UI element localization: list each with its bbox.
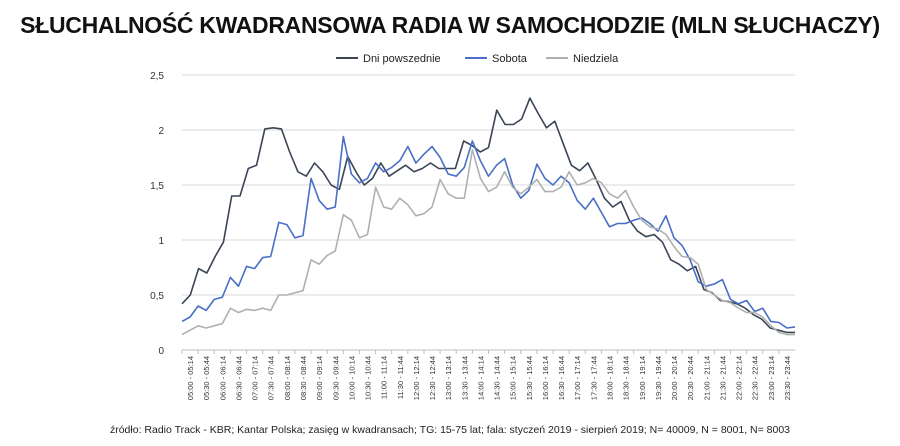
x-tick-label: 14:30 - 14:44: [493, 356, 502, 400]
x-tick-label: 10:00 - 10:14: [347, 356, 356, 400]
x-tick-label: 08:00 - 08:14: [283, 356, 292, 400]
series-lines: [181, 97, 796, 336]
y-tick-label: 1,5: [150, 181, 164, 192]
y-tick-labels: 0 0,5 1 1,5 2 2,5: [150, 71, 164, 357]
x-tick-label: 17:00 - 17:14: [573, 356, 582, 400]
x-tick-label: 15:30 - 15:44: [525, 356, 534, 400]
y-tick-label: 0,5: [150, 291, 164, 302]
source-note: źródło: Radio Track - KBR; Kantar Polska…: [109, 424, 791, 436]
x-tick-label: 09:00 - 09:14: [315, 356, 324, 400]
y-tick-label: 1: [158, 236, 164, 247]
x-tick-label: 18:30 - 18:44: [622, 356, 631, 400]
x-tick-label: 23:00 - 23:14: [767, 356, 776, 400]
legend-label: Niedziela: [573, 53, 619, 65]
x-tick-label: 19:30 - 19:44: [654, 356, 663, 400]
series-line-sobota: [181, 135, 796, 329]
x-tick-label: 08:30 - 08:44: [299, 356, 308, 400]
x-tick-label: 14:00 - 14:14: [476, 356, 485, 400]
x-tick-labels: 05:00 - 05:14 05:30 - 05:44 06:00 - 06:14 0…: [186, 356, 792, 400]
x-tick-label: 20:30 - 20:44: [686, 356, 695, 400]
line-chart: Dni powszednie Sobota Niedziela 00,511,522…: [150, 53, 796, 400]
x-tick-label: 06:00 - 06:14: [218, 356, 227, 400]
series-line-niedziela: [181, 149, 795, 336]
x-tick-label: 05:30 - 05:44: [202, 356, 211, 400]
x-tick-label: 09:30 - 09:44: [331, 356, 340, 400]
y-tick-label: 2,5: [150, 71, 164, 82]
y-tick-label: 0: [158, 346, 164, 357]
legend: Dni powszednie Sobota Niedziela: [336, 53, 619, 65]
x-tick-label: 17:30 - 17:44: [589, 356, 598, 400]
x-tick-label: 12:00 - 12:14: [412, 356, 421, 400]
x-tick-label: 20:00 - 20:14: [670, 356, 679, 400]
x-tick-label: 22:00 - 22:14: [735, 356, 744, 400]
x-tick-label: 06:30 - 06:44: [234, 356, 243, 400]
x-tick-label: 22:30 - 22:44: [751, 356, 760, 400]
series-line-dni-powszednie: [181, 97, 795, 334]
x-tick-label: 07:30 - 07:44: [267, 356, 276, 400]
x-tick-label: 12:30 - 12:44: [428, 356, 437, 400]
axes: [181, 349, 795, 354]
y-tick-label: 2: [158, 126, 164, 137]
x-tick-label: 23:30 - 23:44: [783, 356, 792, 400]
x-tick-label: 15:00 - 15:14: [509, 356, 518, 400]
x-tick-label: 05:00 - 05:14: [186, 356, 195, 400]
x-tick-label: 16:30 - 16:44: [557, 356, 566, 400]
x-tick-label: 19:00 - 19:14: [638, 356, 647, 400]
x-tick-label: 21:00 - 21:14: [702, 356, 711, 400]
x-tick-label: 21:30 - 21:44: [718, 356, 727, 400]
chart-title: SŁUCHALNOŚĆ KWADRANSOWA RADIA W SAMOCHOD…: [20, 12, 880, 38]
x-tick-label: 11:30 - 11:44: [396, 356, 405, 399]
x-tick-label: 13:30 - 13:44: [460, 356, 469, 400]
x-tick-label: 11:00 - 11:14: [380, 356, 389, 399]
legend-label: Sobota: [492, 53, 528, 65]
legend-label: Dni powszednie: [363, 53, 441, 65]
x-tick-label: 13:00 - 13:14: [444, 356, 453, 400]
x-tick-label: 07:00 - 07:14: [251, 356, 260, 400]
grid-lines: [182, 74, 795, 296]
x-tick-label: 18:00 - 18:14: [605, 356, 614, 400]
x-tick-label: 10:30 - 10:44: [364, 356, 373, 400]
x-tick-label: 16:00 - 16:14: [541, 356, 550, 400]
